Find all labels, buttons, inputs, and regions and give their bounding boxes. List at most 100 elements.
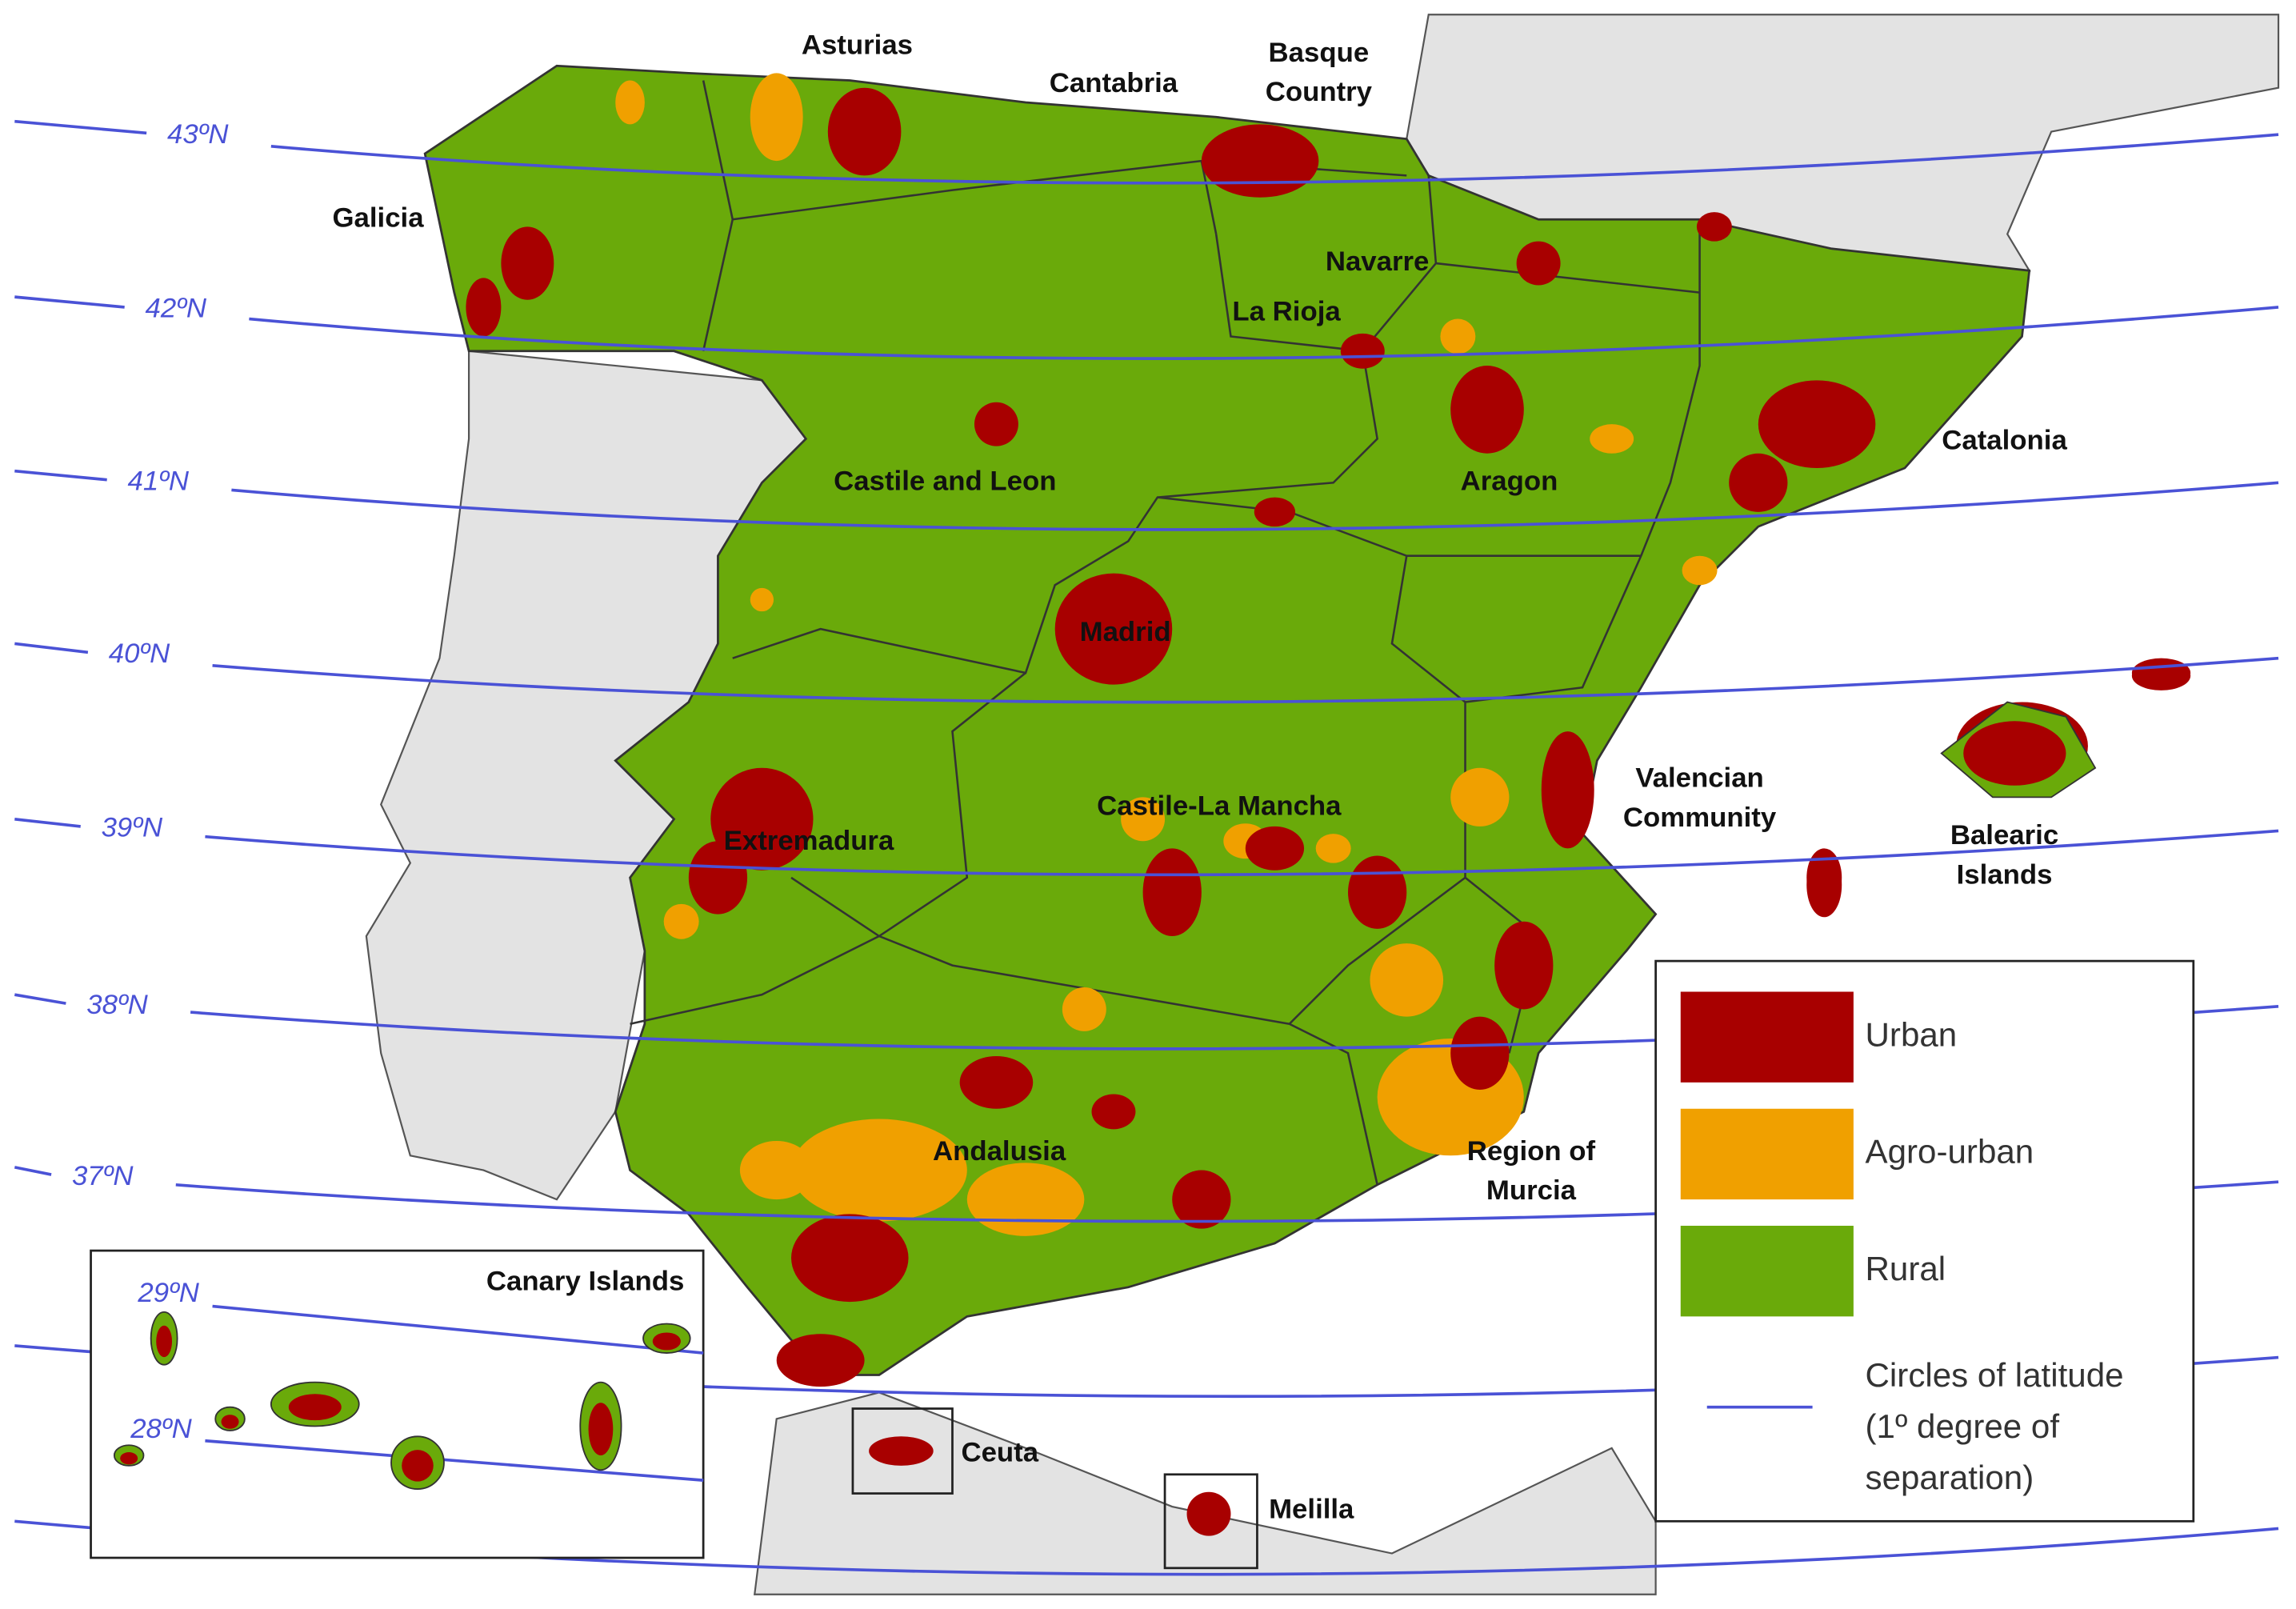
urban-patch	[1054, 573, 1173, 685]
region-label: Region of	[1467, 1136, 1596, 1167]
agro-patch	[615, 80, 645, 125]
urban-patch	[776, 1334, 865, 1387]
legend-label: Circles of latitude	[1866, 1356, 2124, 1394]
region-label: Asturias	[802, 30, 913, 61]
legend-label: Agro-urban	[1866, 1133, 2034, 1171]
urban-patch	[1201, 124, 1319, 198]
inset-content: 29ºN 28ºN	[113, 1278, 704, 1491]
urban-patch	[156, 1325, 173, 1358]
agro-patch	[739, 1140, 814, 1200]
latitude-line	[14, 295, 125, 309]
region-label: Country	[1266, 77, 1373, 107]
latitude-line	[212, 1304, 704, 1355]
legend-label: Rural	[1866, 1250, 1946, 1287]
latitude-line	[14, 119, 147, 135]
urban-patch	[1340, 333, 1385, 369]
inset-title: Canary Islands	[486, 1267, 684, 1297]
spain	[423, 64, 2031, 1376]
urban-patch	[1172, 1170, 1231, 1229]
region-label: Melilla	[1269, 1495, 1354, 1525]
urban-patch	[1806, 852, 1842, 918]
latitude-label: 41ºN	[128, 466, 190, 497]
region-label: Catalonia	[1942, 425, 2067, 455]
latitude-line	[249, 306, 2279, 360]
urban-patch	[1142, 848, 1202, 937]
latitude-line	[14, 469, 107, 482]
legend-swatch	[1680, 1226, 1854, 1317]
region-label: Murcia	[1486, 1175, 1577, 1206]
urban-patch	[1494, 921, 1554, 1010]
latitude-label: 37ºN	[72, 1161, 134, 1191]
agro-patch	[1370, 943, 1444, 1017]
urban-patch	[1254, 497, 1296, 527]
region-label: Andalusia	[933, 1136, 1066, 1167]
urban-patch	[120, 1452, 138, 1465]
latitude-label: 38ºN	[86, 990, 148, 1020]
latitude-line	[14, 993, 66, 1005]
region-label: Madrid	[1080, 617, 1171, 647]
latitude-label: 39ºN	[102, 813, 163, 843]
agro-patch	[1062, 987, 1106, 1031]
region-label: Islands	[1957, 859, 2053, 890]
africa	[753, 1391, 1657, 1595]
latitude-label: 43ºN	[167, 119, 229, 150]
ceuta-box	[851, 1407, 954, 1495]
legend-items: Urban Agro-urban Rural Circles of latitude (…	[1680, 991, 2124, 1496]
urban-patch	[501, 226, 554, 300]
urban-patch	[688, 841, 748, 915]
urban-patch	[1963, 721, 2066, 786]
urban-patch	[1541, 731, 1594, 849]
urban-patch	[466, 278, 502, 337]
latitude-label: 28ºN	[130, 1414, 192, 1444]
agro-patch	[750, 587, 774, 612]
latitude-label: 29ºN	[137, 1278, 199, 1308]
latitude-label: 40ºN	[109, 638, 170, 669]
region-label: Galicia	[332, 202, 424, 233]
latitude-line	[231, 481, 2279, 531]
region-label: Aragon	[1461, 466, 1558, 497]
region-label: La Rioja	[1232, 296, 1341, 326]
urban-patch	[288, 1394, 342, 1421]
urban-patch	[1450, 366, 1524, 454]
legend-swatch	[1680, 991, 1854, 1083]
urban-patch	[1348, 855, 1407, 929]
urban-patch	[791, 1214, 909, 1303]
urban-patch	[588, 1403, 614, 1456]
latitude-label: 42ºN	[146, 294, 207, 324]
agro-patch	[791, 1119, 967, 1222]
latitude-line	[14, 817, 81, 828]
legend-label: separation)	[1866, 1459, 2034, 1496]
latitude-line	[14, 642, 89, 654]
latitude-line	[270, 133, 2279, 185]
agro-patch	[1440, 318, 1476, 354]
agro-patch	[1590, 424, 1634, 454]
urban-patch	[652, 1332, 681, 1351]
agro-patch	[1315, 834, 1351, 863]
region-label: Cantabria	[1050, 68, 1178, 98]
urban-patch	[959, 1055, 1034, 1109]
legend-label: (1º degree of	[1866, 1407, 2060, 1445]
urban-patch	[827, 87, 902, 176]
agro-patch	[663, 903, 699, 939]
region-label: Basque	[1269, 38, 1370, 68]
region-label: Castile-La Mancha	[1097, 790, 1342, 821]
region-label: Extremadura	[724, 826, 894, 856]
agro-patch	[966, 1163, 1085, 1236]
urban-patch	[402, 1450, 434, 1482]
region-label: Valencian	[1635, 763, 1763, 794]
legend-label: Urban	[1866, 1015, 1958, 1053]
agro-patch	[1682, 555, 1718, 586]
region-label: Ceuta	[961, 1437, 1038, 1467]
urban-patch	[1696, 212, 1732, 242]
agro-patch	[1450, 767, 1510, 827]
urban-patch	[1729, 453, 1788, 512]
urban-patch	[1516, 241, 1561, 286]
agro-patch	[750, 73, 803, 162]
urban-patch	[1245, 826, 1305, 871]
blobs	[466, 73, 2191, 1536]
latitude-line	[205, 1439, 704, 1482]
urban-patch	[710, 767, 814, 871]
urban-patch	[1450, 1016, 1510, 1090]
